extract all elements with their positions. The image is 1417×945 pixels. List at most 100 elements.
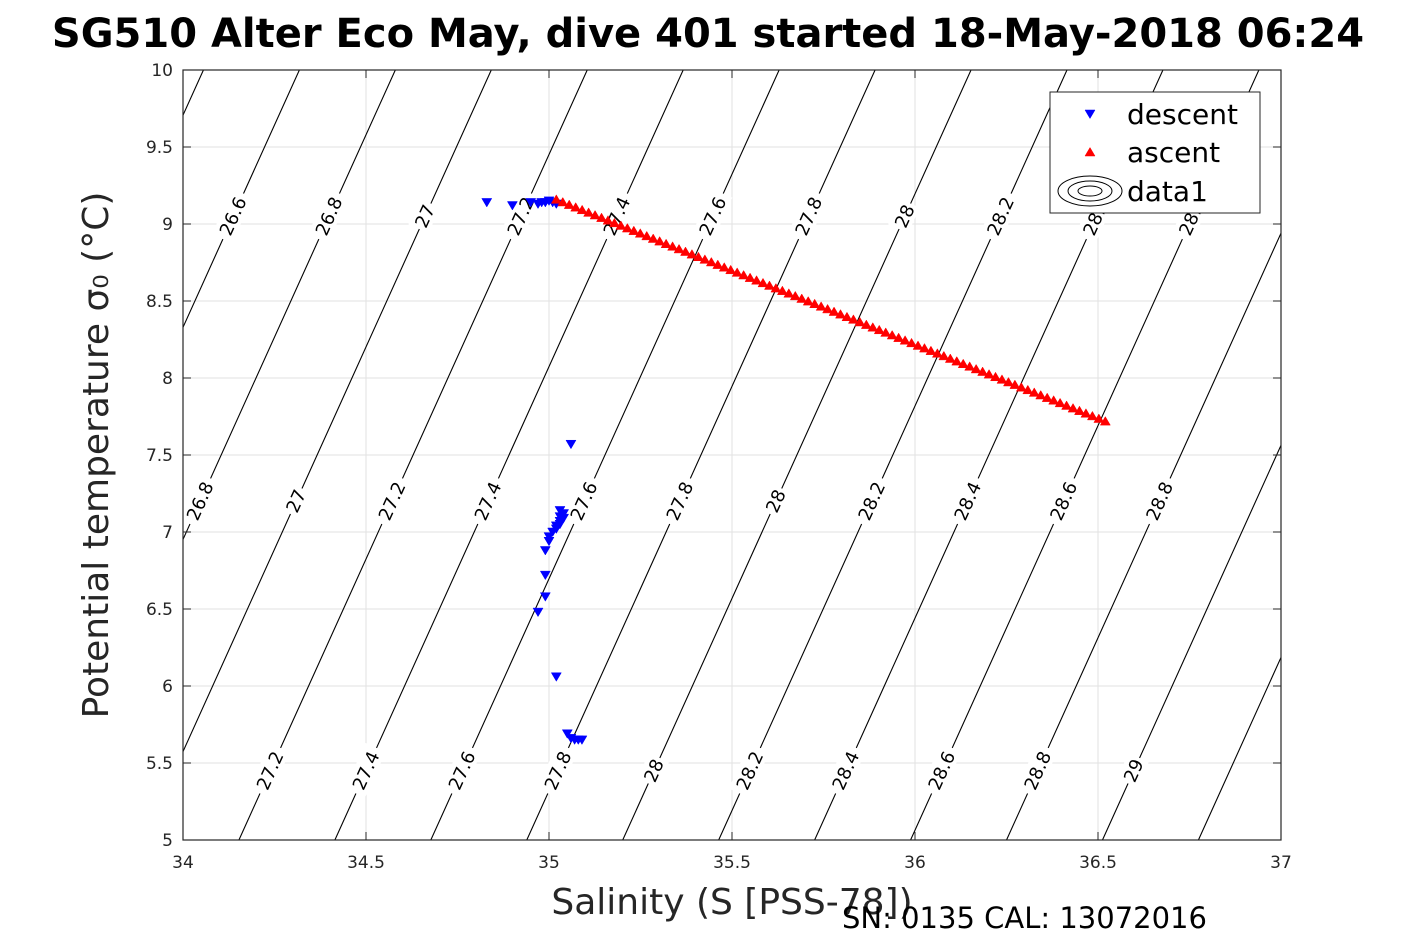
y-tick-label: 10 xyxy=(151,61,173,81)
descent-point xyxy=(565,439,577,450)
serial-calibration-text: SN: 0135 CAL: 13072016 xyxy=(842,901,1207,935)
x-tick-label: 36 xyxy=(904,853,926,873)
ascent-point xyxy=(822,303,834,314)
x-tick-label: 34 xyxy=(172,853,194,873)
ascent-point xyxy=(802,296,814,306)
isopycnal-line xyxy=(0,70,12,840)
ascent-point xyxy=(1041,392,1053,402)
descent-point xyxy=(539,592,551,602)
y-tick-label: 7.5 xyxy=(146,446,173,466)
contour-label-bg xyxy=(888,198,920,234)
contour-label-bg xyxy=(1042,473,1084,529)
contour-label-bg xyxy=(562,473,604,529)
ascent-point xyxy=(628,225,640,235)
y-tick-labels: 5 5.5 6 6.5 7 7.5 8 8.5 9 9.5 10 xyxy=(146,61,173,851)
y-axis-label: Potential temperature σ₀ (°C) xyxy=(76,192,117,719)
ascent-point xyxy=(867,322,879,332)
ascent-point xyxy=(951,356,963,366)
ascent-point xyxy=(725,264,737,275)
legend-contour-icon xyxy=(1057,175,1123,207)
contour-label-bg xyxy=(440,742,482,798)
ascent-point xyxy=(847,314,859,324)
ascent-point xyxy=(563,199,575,209)
ascent-point xyxy=(641,230,653,241)
isopycnal-line xyxy=(622,70,972,840)
contour-label-bg xyxy=(344,742,386,798)
contour-label-bg xyxy=(658,473,700,529)
ascent-point xyxy=(667,241,679,251)
ascent-point xyxy=(899,335,911,345)
contour-label-bg xyxy=(211,188,253,244)
contour-label-bg xyxy=(728,742,770,798)
ascent-point xyxy=(938,350,950,361)
contour-label-bg xyxy=(249,742,290,798)
ascent-point xyxy=(944,353,956,363)
ascent-point xyxy=(705,256,717,267)
axes-frame xyxy=(182,69,1282,841)
descent-point xyxy=(547,527,559,537)
ascent-point xyxy=(738,270,750,280)
ascent-point xyxy=(699,254,711,264)
ascent-point xyxy=(841,311,853,322)
isopycnal-line xyxy=(183,70,492,753)
ascent-point xyxy=(1054,397,1066,408)
ascent-point xyxy=(686,249,698,259)
y-axis-label-text: Potential temperature σ₀ (°C) xyxy=(76,192,117,719)
ascent-point xyxy=(1003,376,1014,387)
descent-point xyxy=(543,532,555,542)
contour-label-bg xyxy=(536,742,578,798)
descent-point xyxy=(543,536,555,547)
ascent-point xyxy=(1086,410,1098,421)
legend-descent-marker xyxy=(1084,109,1096,119)
ascent-point xyxy=(906,337,917,348)
ascent-point xyxy=(1022,384,1034,395)
contour-label-bg xyxy=(179,473,220,529)
contour-label-bg xyxy=(691,188,733,244)
isopycnal-line xyxy=(1006,231,1281,840)
contour-label-bg xyxy=(307,188,349,244)
descent-point xyxy=(532,607,544,618)
ascent-point xyxy=(1009,379,1021,389)
x-tick-label: 37 xyxy=(1270,853,1292,873)
y-tick-label: 7 xyxy=(162,523,173,543)
descent-point xyxy=(539,570,551,581)
ascent-point xyxy=(996,374,1008,384)
ascent-point xyxy=(615,220,627,230)
contour-label-bg xyxy=(1117,752,1149,788)
y-tick-label: 8.5 xyxy=(146,292,173,312)
ascent-point xyxy=(893,332,905,342)
x-tick-label: 34.5 xyxy=(347,853,385,873)
y-tick-label: 9 xyxy=(162,215,173,235)
legend-data1-label: data1 xyxy=(1127,175,1208,208)
ascent-point xyxy=(983,369,995,379)
ascent-point xyxy=(718,262,730,272)
legend-ascent-label: ascent xyxy=(1127,136,1220,169)
ascent-point xyxy=(744,272,756,282)
contour-label-bg xyxy=(279,483,312,519)
legend-contour-icon xyxy=(1077,185,1103,197)
ascent-point xyxy=(809,298,821,308)
ascent-point xyxy=(1048,395,1060,405)
ascent-point xyxy=(1035,390,1047,400)
ascent-point xyxy=(1067,403,1079,413)
contour-label-bg xyxy=(1016,742,1058,798)
ascent-point xyxy=(1015,382,1027,392)
ascent-point xyxy=(712,259,724,269)
ascent-point xyxy=(828,306,840,316)
ascent-point xyxy=(860,319,872,329)
ascent-point xyxy=(550,194,562,204)
x-axis-label: Salinity (S [PSS-78]) xyxy=(551,882,912,923)
contour-label-bg xyxy=(979,188,1021,244)
ascent-point xyxy=(757,277,769,288)
descent-point xyxy=(481,198,493,208)
ascent-series xyxy=(550,194,1111,426)
contour-label-bg xyxy=(946,473,988,529)
ascent-point xyxy=(886,330,898,340)
ascent-point xyxy=(570,202,582,212)
ascent-point xyxy=(1061,400,1073,410)
y-tick-label: 6.5 xyxy=(146,600,173,620)
ascent-point xyxy=(925,345,937,355)
descent-point xyxy=(550,672,562,682)
legend-contour-icon xyxy=(1067,180,1113,202)
ascent-point xyxy=(609,217,620,228)
